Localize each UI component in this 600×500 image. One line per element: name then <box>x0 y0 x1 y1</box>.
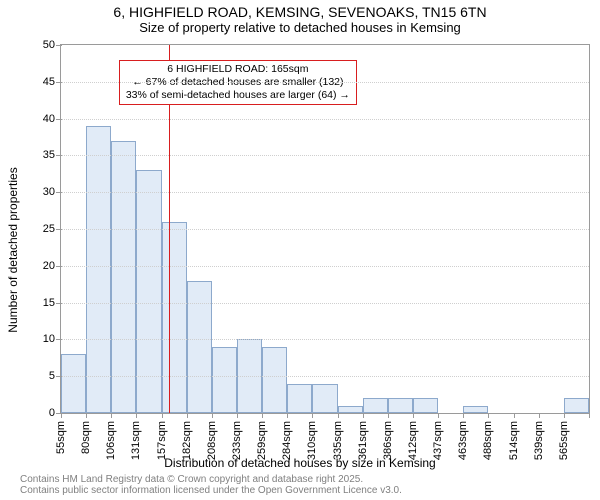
x-tick-mark <box>438 413 439 418</box>
gridline-h <box>61 339 589 340</box>
gridline-h <box>61 303 589 304</box>
gridline-h <box>61 119 589 120</box>
bar <box>338 406 363 413</box>
x-tick-mark <box>539 413 540 418</box>
x-tick-mark <box>363 413 364 418</box>
footnote: Contains HM Land Registry data © Crown c… <box>20 474 402 496</box>
bar <box>162 222 187 413</box>
x-tick-mark <box>136 413 137 418</box>
y-tick-label: 15 <box>43 297 61 309</box>
annotation-line-3: 33% of semi-detached houses are larger (… <box>124 89 352 102</box>
x-tick-mark <box>463 413 464 418</box>
x-tick-label: 488sqm <box>482 421 494 460</box>
bar <box>287 384 312 413</box>
bar <box>262 347 287 413</box>
chart-title: 6, HIGHFIELD ROAD, KEMSING, SEVENOAKS, T… <box>0 4 600 35</box>
x-tick-label: 361sqm <box>357 421 369 460</box>
x-tick-label: 463sqm <box>457 421 469 460</box>
x-tick-label: 412sqm <box>407 421 419 460</box>
x-tick-label: 182sqm <box>181 421 193 460</box>
x-tick-mark <box>187 413 188 418</box>
chart-root: 6, HIGHFIELD ROAD, KEMSING, SEVENOAKS, T… <box>0 0 600 500</box>
x-tick-mark <box>162 413 163 418</box>
bar <box>463 406 488 413</box>
gridline-h <box>61 266 589 267</box>
bar <box>187 281 212 413</box>
y-tick-label: 10 <box>43 333 61 345</box>
gridline-h <box>61 82 589 83</box>
y-tick-label: 0 <box>49 407 61 419</box>
x-tick-label: 335sqm <box>332 421 344 460</box>
x-tick-mark <box>312 413 313 418</box>
y-axis-label: Number of detached properties <box>6 249 20 250</box>
x-tick-mark <box>287 413 288 418</box>
bar <box>111 141 136 413</box>
x-tick-mark <box>237 413 238 418</box>
bar <box>413 398 438 413</box>
title-line-2: Size of property relative to detached ho… <box>0 20 600 35</box>
x-tick-label: 437sqm <box>432 421 444 460</box>
bar <box>388 398 413 413</box>
y-tick-label: 45 <box>43 76 61 88</box>
gridline-h <box>61 192 589 193</box>
x-tick-label: 310sqm <box>306 421 318 460</box>
x-tick-label: 386sqm <box>382 421 394 460</box>
y-tick-label: 25 <box>43 223 61 235</box>
x-tick-label: 565sqm <box>558 421 570 460</box>
gridline-h <box>61 229 589 230</box>
footnote-line-1: Contains HM Land Registry data © Crown c… <box>20 474 402 485</box>
x-tick-label: 208sqm <box>206 421 218 460</box>
gridline-h <box>61 155 589 156</box>
bar <box>564 398 589 413</box>
x-tick-label: 259sqm <box>256 421 268 460</box>
x-tick-mark <box>86 413 87 418</box>
x-tick-mark <box>488 413 489 418</box>
x-tick-label: 106sqm <box>105 421 117 460</box>
x-tick-mark <box>212 413 213 418</box>
bar <box>363 398 388 413</box>
x-tick-label: 539sqm <box>533 421 545 460</box>
x-tick-label: 80sqm <box>80 421 92 454</box>
x-tick-label: 514sqm <box>508 421 520 460</box>
x-tick-mark <box>564 413 565 418</box>
x-tick-mark <box>338 413 339 418</box>
x-tick-label: 233sqm <box>231 421 243 460</box>
title-line-1: 6, HIGHFIELD ROAD, KEMSING, SEVENOAKS, T… <box>0 4 600 20</box>
y-tick-label: 5 <box>49 370 61 382</box>
bar <box>312 384 337 413</box>
bar <box>61 354 86 413</box>
x-tick-mark <box>262 413 263 418</box>
annotation-line-1: 6 HIGHFIELD ROAD: 165sqm <box>124 63 352 76</box>
y-tick-label: 30 <box>43 186 61 198</box>
y-tick-label: 50 <box>43 39 61 51</box>
y-axis-label-text: Number of detached properties <box>6 167 20 332</box>
x-tick-label: 284sqm <box>281 421 293 460</box>
x-tick-label: 157sqm <box>156 421 168 460</box>
x-tick-label: 131sqm <box>130 421 142 460</box>
x-tick-mark <box>111 413 112 418</box>
y-tick-label: 20 <box>43 260 61 272</box>
plot-area: 6 HIGHFIELD ROAD: 165sqm ← 67% of detach… <box>60 44 590 414</box>
x-tick-mark <box>388 413 389 418</box>
x-tick-label: 55sqm <box>55 421 67 454</box>
x-tick-mark <box>514 413 515 418</box>
x-tick-mark <box>589 413 590 418</box>
gridline-h <box>61 376 589 377</box>
x-tick-mark <box>413 413 414 418</box>
x-axis-label: Distribution of detached houses by size … <box>0 456 600 470</box>
bar <box>86 126 111 413</box>
footnote-line-2: Contains public sector information licen… <box>20 485 402 496</box>
x-tick-mark <box>61 413 62 418</box>
y-tick-label: 35 <box>43 149 61 161</box>
bar <box>212 347 237 413</box>
y-tick-label: 40 <box>43 113 61 125</box>
